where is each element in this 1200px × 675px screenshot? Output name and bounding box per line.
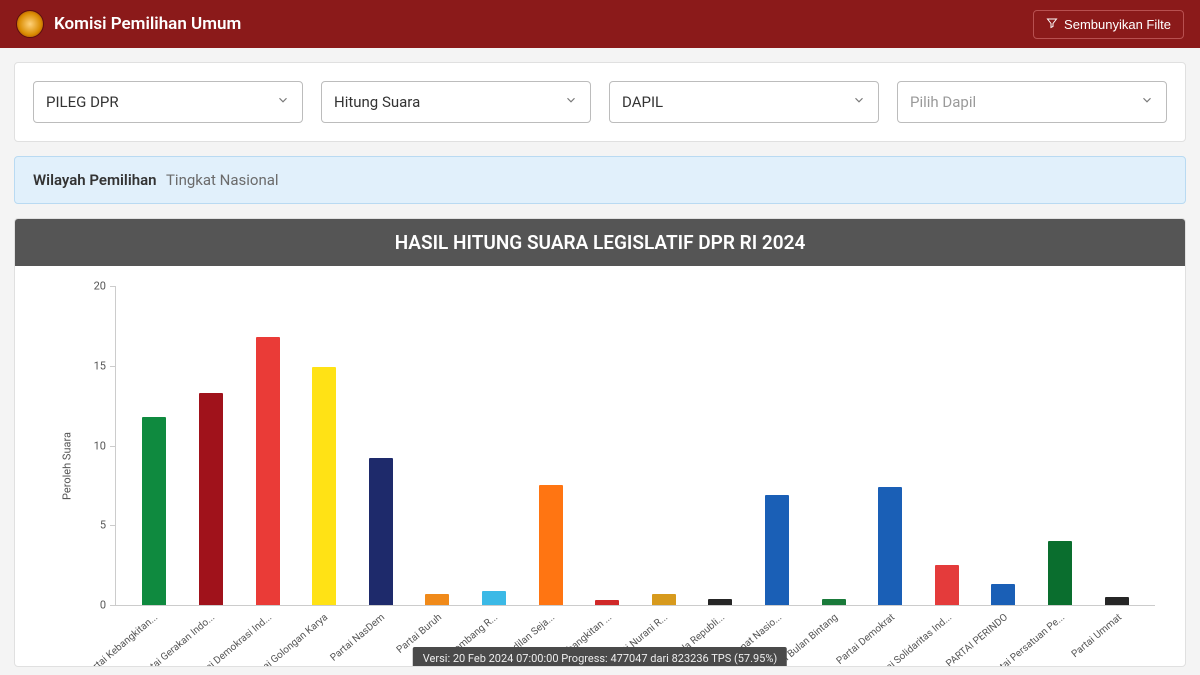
chart-bar-slot bbox=[919, 286, 976, 605]
chart-bar-slot bbox=[692, 286, 749, 605]
chart-xlabel-slot: Partai Solidaritas Ind... bbox=[918, 606, 975, 666]
chart-ytick-label: 10 bbox=[94, 439, 106, 452]
chart-bar-slot bbox=[862, 286, 919, 605]
chart-bar-slot bbox=[183, 286, 240, 605]
chart-ytick bbox=[110, 525, 116, 526]
chevron-down-icon bbox=[564, 93, 578, 111]
select-pick-region[interactable]: Pilih Dapil bbox=[897, 81, 1167, 123]
chart-status: Versi: 20 Feb 2024 07:00:00 Progress: 47… bbox=[413, 647, 787, 667]
chart-xlabel-slot: Partai Demokrasi Ind... bbox=[238, 606, 295, 666]
chart-bar[interactable] bbox=[256, 337, 280, 605]
chevron-down-icon bbox=[276, 93, 290, 111]
chart-bar-slot bbox=[296, 286, 353, 605]
chart-bar[interactable] bbox=[369, 458, 393, 605]
chevron-down-icon bbox=[1140, 93, 1154, 111]
region-label: Wilayah Pemilihan bbox=[33, 171, 157, 189]
chart-bar[interactable] bbox=[142, 417, 166, 605]
select-value: DAPIL bbox=[622, 93, 663, 111]
chart-bar-slot bbox=[749, 286, 806, 605]
chart-bar-slot bbox=[1088, 286, 1145, 605]
chart-bar-slot bbox=[352, 286, 409, 605]
chart-bar[interactable] bbox=[539, 485, 563, 605]
chart-bar[interactable] bbox=[1048, 541, 1072, 605]
chart-ytick bbox=[110, 446, 116, 447]
region-level: Tingkat Nasional bbox=[166, 171, 279, 189]
chart-ytick bbox=[110, 286, 116, 287]
chart-bar[interactable] bbox=[482, 591, 506, 605]
chart-bar-slot bbox=[239, 286, 296, 605]
select-region-mode[interactable]: DAPIL bbox=[609, 81, 879, 123]
select-count-mode[interactable]: Hitung Suara bbox=[321, 81, 591, 123]
select-placeholder: Pilih Dapil bbox=[910, 93, 976, 111]
chart-title: HASIL HITUNG SUARA LEGISLATIF DPR RI 202… bbox=[15, 219, 1185, 266]
app-header: Komisi Pemilihan Umum Sembunyikan Filte bbox=[0, 0, 1200, 48]
chart-ylabel: Peroleh Suara bbox=[60, 432, 73, 500]
chart-bar-slot bbox=[126, 286, 183, 605]
select-election-type[interactable]: PILEG DPR bbox=[33, 81, 303, 123]
kpu-logo bbox=[16, 10, 44, 38]
chart-bar-slot bbox=[1032, 286, 1089, 605]
chart-xlabel: Partai Kebangkitan... bbox=[83, 612, 161, 667]
chart-bar-slot bbox=[635, 286, 692, 605]
chart-bar-slot bbox=[409, 286, 466, 605]
chart-card: HASIL HITUNG SUARA LEGISLATIF DPR RI 202… bbox=[14, 218, 1186, 667]
chart-bar[interactable] bbox=[822, 599, 846, 605]
chart-bar-slot bbox=[466, 286, 523, 605]
chart-bar-slot bbox=[579, 286, 636, 605]
chart-bar[interactable] bbox=[595, 600, 619, 605]
chart-ytick-label: 5 bbox=[100, 519, 106, 532]
chart-bar-slot bbox=[522, 286, 579, 605]
chart-bar[interactable] bbox=[878, 487, 902, 605]
chart-plot: 05101520 bbox=[115, 286, 1155, 606]
header-left: Komisi Pemilihan Umum bbox=[16, 10, 241, 38]
chart-area: Peroleh Suara 05101520 Partai Kebangkita… bbox=[15, 266, 1185, 666]
chart-bar[interactable] bbox=[991, 584, 1015, 605]
hide-filter-button[interactable]: Sembunyikan Filte bbox=[1033, 10, 1184, 39]
chart-bar[interactable] bbox=[708, 599, 732, 605]
chart-bar[interactable] bbox=[1105, 597, 1129, 605]
chart-xlabel-slot: Partai NasDem bbox=[352, 606, 409, 666]
chart-bars bbox=[116, 286, 1155, 605]
chart-bar-slot bbox=[975, 286, 1032, 605]
select-value: Hitung Suara bbox=[334, 93, 420, 111]
chart-ytick-label: 20 bbox=[94, 280, 106, 293]
hide-filter-label: Sembunyikan Filte bbox=[1064, 17, 1171, 32]
chart-bar[interactable] bbox=[652, 594, 676, 605]
chart-bar-slot bbox=[805, 286, 862, 605]
chart-bar[interactable] bbox=[312, 367, 336, 605]
region-info-bar: Wilayah Pemilihan Tingkat Nasional bbox=[14, 156, 1186, 204]
chart-bar[interactable] bbox=[765, 495, 789, 605]
select-value: PILEG DPR bbox=[46, 93, 119, 111]
filter-bar: PILEG DPR Hitung Suara DAPIL Pilih Dapil bbox=[14, 62, 1186, 142]
chart-ytick bbox=[110, 366, 116, 367]
app-title: Komisi Pemilihan Umum bbox=[54, 14, 241, 34]
chart-bar[interactable] bbox=[199, 393, 223, 605]
chart-xlabel-slot: Partai Ummat bbox=[1088, 606, 1145, 666]
chevron-down-icon bbox=[852, 93, 866, 111]
chart-ytick-label: 15 bbox=[94, 359, 106, 372]
chart-ytick-label: 0 bbox=[100, 599, 106, 612]
chart-bar[interactable] bbox=[935, 565, 959, 605]
filter-icon bbox=[1046, 17, 1058, 32]
chart-bar[interactable] bbox=[425, 594, 449, 605]
